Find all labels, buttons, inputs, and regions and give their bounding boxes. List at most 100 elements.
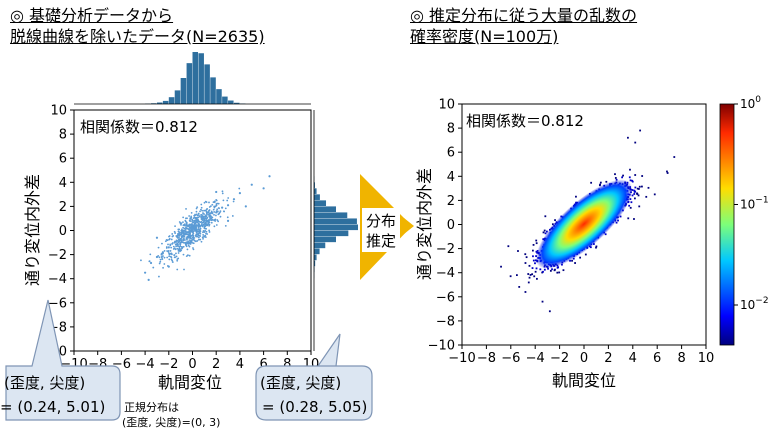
scatter-point — [170, 258, 173, 261]
right-x-ticks: −10 −8 −6 −4 −2 0 2 4 6 8 10 — [448, 345, 714, 366]
scatter-point — [164, 240, 167, 243]
scatter-point — [194, 217, 198, 220]
density-point — [633, 191, 636, 193]
scatter-point — [197, 222, 200, 225]
density-point — [542, 231, 545, 234]
scatter-point — [177, 234, 180, 236]
scatter-point — [160, 252, 163, 255]
scatter-point — [176, 235, 179, 238]
hist-x-bar — [162, 100, 169, 104]
density-point — [528, 276, 531, 279]
scatter-point — [215, 203, 218, 205]
scatter-point — [195, 233, 198, 236]
y-tick-label: 10 — [438, 98, 455, 113]
scatter-point — [238, 187, 241, 190]
density-point — [599, 181, 602, 184]
scatter-point — [226, 216, 229, 219]
scatter-point — [163, 256, 166, 259]
density-point — [544, 215, 547, 218]
scatter-point — [180, 232, 183, 235]
scatter-point — [161, 258, 164, 261]
y-tick-label: −4 — [436, 266, 455, 281]
scatter-point — [179, 248, 181, 250]
scatter-point — [182, 224, 185, 227]
scatter-point — [193, 239, 196, 242]
y-tick-label: 4 — [59, 176, 67, 191]
x-tick-label: 2 — [604, 351, 612, 366]
scatter-point — [165, 246, 168, 248]
hist-x-bar — [168, 97, 175, 104]
density-point — [562, 269, 565, 272]
colorbar-ticks: 100 10−1 10−2 — [734, 95, 769, 312]
scatter-point — [190, 239, 192, 242]
density-point — [615, 221, 618, 224]
scatter-point — [204, 229, 207, 232]
scatter-point — [262, 187, 265, 190]
scatter-point — [175, 245, 178, 248]
scatter-point — [171, 233, 174, 235]
scatter-point — [171, 235, 174, 238]
scatter-point — [203, 235, 206, 238]
density-point — [556, 271, 559, 274]
scatter-point — [183, 241, 186, 244]
scatter-point — [177, 240, 180, 243]
density-point — [629, 198, 632, 200]
left-callout: (歪度, 尖度) = (0.24, 5.01) — [0, 299, 121, 421]
scatter-point — [166, 250, 168, 252]
scatter-point — [213, 206, 216, 209]
scatter-point — [191, 234, 194, 236]
scatter-point — [200, 215, 203, 218]
hist-x-bar — [228, 100, 234, 104]
colorbar-tick-label: 10−2 — [740, 296, 769, 312]
scatter-point — [194, 214, 197, 217]
scatter-point — [189, 237, 191, 239]
hist-x-bar — [198, 53, 204, 104]
scatter-point — [187, 244, 190, 247]
scatter-point — [197, 238, 200, 241]
scatter-point — [184, 219, 187, 222]
x-tick-label: 4 — [236, 357, 244, 372]
density-point — [615, 178, 618, 181]
density-point — [535, 250, 538, 253]
scatter-point — [174, 232, 177, 234]
scatter-point — [198, 231, 200, 233]
density-point — [543, 229, 546, 232]
scatter-point — [231, 215, 234, 217]
density-point — [629, 179, 632, 182]
density-point — [622, 174, 624, 177]
scatter-point — [205, 223, 208, 226]
scatter-point — [210, 216, 213, 219]
density-point — [500, 265, 502, 268]
scatter-point — [192, 247, 194, 249]
density-point — [614, 177, 617, 179]
scatter-point — [232, 200, 235, 203]
scatter-point — [224, 225, 227, 227]
density-point — [528, 264, 531, 267]
density-point — [666, 172, 669, 174]
x-tick-label: 8 — [283, 357, 291, 372]
y-tick-label: 10 — [50, 104, 67, 119]
x-tick-label: 0 — [188, 357, 196, 372]
scatter-point — [215, 199, 218, 201]
scatter-point — [175, 252, 177, 255]
scatter-point — [192, 230, 194, 233]
left-title-line2: 脱線曲線を除いたデータ(N=2635) — [10, 27, 265, 46]
scatter-point — [205, 208, 208, 211]
scatter-point — [215, 224, 218, 226]
density-point — [545, 230, 548, 233]
scatter-point — [213, 201, 216, 204]
scatter-point — [167, 243, 169, 246]
density-point — [605, 180, 608, 183]
scatter-point — [179, 245, 182, 248]
scatter-point — [162, 255, 164, 257]
scatter-point — [198, 215, 201, 218]
scatter-point — [175, 235, 178, 237]
x-tick-label: −8 — [477, 351, 496, 366]
scatter-point — [177, 228, 180, 231]
scatter-point — [214, 220, 217, 222]
scatter-point — [176, 243, 179, 246]
scatter-point — [206, 217, 209, 219]
scatter-point — [191, 221, 194, 224]
scatter-point — [202, 231, 204, 234]
